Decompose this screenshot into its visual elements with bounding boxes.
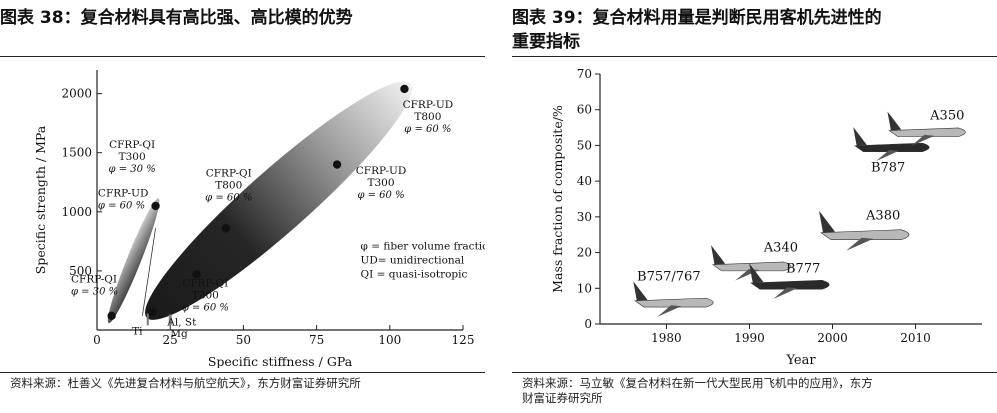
data-point-1 [107, 311, 116, 321]
x-axis-label: Year [785, 353, 816, 368]
airplane-icon [633, 281, 714, 317]
ti-mark [146, 313, 149, 326]
aircraft-label: A340 [763, 240, 798, 255]
x-tick-label: 1990 [734, 331, 765, 345]
y-tick-label: 1000 [61, 205, 92, 219]
point-label-2-line: CFRP-UD [98, 187, 149, 199]
y-tick-label: 10 [577, 281, 592, 295]
left-source-rule [0, 372, 485, 373]
region-band-2 [145, 81, 413, 320]
aircraft-label: B787 [871, 160, 905, 175]
x-tick-label: 25 [163, 333, 178, 347]
point-label-6-line: CFRP-UD [356, 165, 407, 177]
x-tick-label: 125 [452, 333, 475, 347]
metal-label-mg: Mg [170, 328, 188, 340]
metal-label-al-st: Al, St [166, 316, 197, 328]
airplane-icon [853, 127, 930, 161]
left-figure-title: 图表 38：复合材料具有高比强、高比模的优势 [0, 8, 353, 28]
point-label-4-line: CFRP-QI [206, 167, 252, 179]
point-label-3-line: CFRP-QI [109, 139, 155, 151]
point-label-7-line: φ = 60 % [404, 124, 451, 135]
right-figure-title: 图表 39：复合材料用量是判断民用客机先进性的 重要指标 [512, 6, 882, 54]
y-axis-label: Specific strength / MPa [33, 125, 48, 274]
point-label-6-line: φ = 60 % [357, 190, 404, 201]
aircraft-label: A380 [865, 209, 900, 224]
point-label-4-line: φ = 60 % [205, 192, 252, 203]
right-source-line-2: 财富证券研究所 [522, 391, 603, 405]
right-title-line-2: 重要指标 [512, 32, 580, 52]
y-tick-label: 40 [577, 174, 592, 188]
x-tick-label: 100 [378, 333, 401, 347]
airplane-icon [819, 210, 910, 251]
data-point-7 [400, 84, 409, 94]
point-label-4-line: T800 [215, 179, 242, 191]
legend-note-3: QI = quasi-isotropic [361, 269, 468, 281]
x-tick-label: 1980 [651, 331, 682, 345]
point-label-5-line: CFRP-QI [182, 277, 228, 289]
data-point-5 [221, 224, 231, 233]
region-band-1 [107, 198, 160, 324]
right-source-line-1: 资料来源：马立敏《复合材料在新一代大型民用飞机中的应用》，东方 [522, 376, 873, 390]
y-tick-label: 2000 [61, 87, 92, 101]
y-tick-label: 50 [577, 138, 592, 152]
point-label-7-line: CFRP-UD [403, 99, 454, 111]
x-tick-label: 75 [309, 333, 324, 347]
right-source-note: 资料来源：马立敏《复合材料在新一代大型民用飞机中的应用》，东方 财富证券研究所 [522, 376, 873, 406]
right-figure: 图表 39：复合材料用量是判断民用客机先进性的 重要指标 0 10 20 30 40 50… [512, 0, 997, 413]
data-point-2 [148, 308, 157, 317]
y-axis-label: Mass fraction of composite/% [550, 105, 565, 293]
point-label-3-line: T300 [119, 151, 146, 163]
x-tick-label: 0 [93, 333, 101, 347]
airplane-icon [749, 263, 830, 299]
y-tick-label: 30 [577, 210, 592, 224]
point-label-5-line: φ = 60 % [182, 302, 229, 313]
right-source-rule [512, 372, 997, 373]
point-label-2-line: φ = 60 % [98, 200, 145, 211]
y-tick-label: 0 [584, 317, 592, 331]
left-title-rule [0, 56, 485, 57]
x-tick-label: 2010 [900, 331, 931, 345]
right-chart: 0 10 20 30 40 50 60 70 1980 1990 2000 2010 Year Mass … [550, 67, 982, 368]
point-label-7-line: T800 [414, 111, 441, 123]
point-label-6-line: T300 [367, 177, 394, 189]
point-label-5-line: T300 [192, 289, 219, 301]
left-chart: 0 25 50 75 100 125 500 1000 1500 2000 Specific sti… [33, 70, 485, 368]
point-label-3-line: φ = 30 % [109, 164, 156, 175]
data-point-4 [192, 270, 201, 279]
aircraft-label: A350 [929, 108, 964, 123]
x-tick-label: 50 [236, 333, 251, 347]
airplane-icon [887, 111, 966, 147]
metal-label-ti: Ti [132, 326, 143, 338]
left-figure: 图表 38：复合材料具有高比强、高比模的优势 0 25 50 75 100 125 500 1… [0, 0, 485, 413]
right-title-line-1: 图表 39：复合材料用量是判断民用客机先进性的 [512, 8, 882, 28]
right-title-rule [512, 56, 997, 57]
x-tick-label: 2000 [817, 331, 848, 345]
y-tick-label: 20 [577, 246, 592, 260]
y-tick-label: 70 [577, 67, 592, 81]
aircraft-label: B777 [786, 262, 820, 277]
y-tick-label: 500 [69, 264, 92, 278]
point-label-1-line: φ = 30 % [71, 287, 118, 298]
legend-note-1: φ = fiber volume fraction [361, 241, 485, 253]
al-st-mark [168, 314, 172, 326]
data-point-3 [151, 201, 160, 211]
y-tick-label: 1500 [61, 146, 92, 160]
leader-line [141, 228, 156, 316]
x-axis-label: Specific stiffness / GPa [208, 354, 353, 368]
aircraft-label: B757/767 [637, 270, 701, 285]
y-tick-label: 60 [577, 103, 592, 117]
left-source-note: 资料来源：杜善义《先进复合材料与航空航天》，东方财富证券研究所 [10, 376, 361, 390]
legend-note-2: UD= unidirectional [361, 255, 465, 267]
point-label-1-line: CFRP-QI [71, 274, 117, 286]
data-point-6 [332, 160, 342, 169]
